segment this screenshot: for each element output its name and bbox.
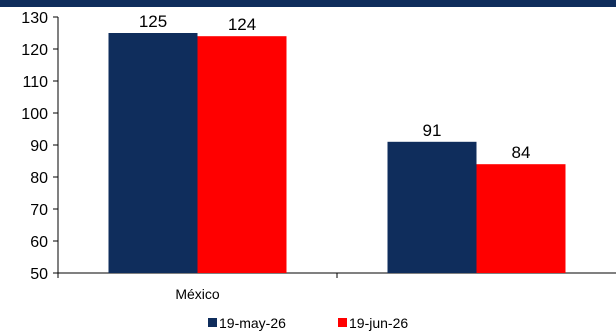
bar-19-jun-26 xyxy=(197,36,287,274)
bar-value-label: 91 xyxy=(423,121,442,140)
y-axis: 50 60 70 80 90 100 110 120 130 xyxy=(21,10,59,283)
x-category-label: México xyxy=(175,286,220,302)
y-tick-label: 50 xyxy=(30,266,48,283)
legend-label: 19-may-26 xyxy=(219,315,286,331)
legend-swatch xyxy=(338,318,347,327)
top-band xyxy=(0,0,616,7)
legend-swatch xyxy=(208,318,217,327)
bar-value-label: 124 xyxy=(228,15,256,34)
bar-value-label: 125 xyxy=(139,12,167,31)
x-axis: México xyxy=(57,272,616,302)
y-tick-label: 80 xyxy=(30,170,48,187)
y-tick-label: 130 xyxy=(21,10,48,27)
legend: 19-may-26 19-jun-26 xyxy=(208,315,408,331)
bars: 125 124 91 84 xyxy=(108,12,566,274)
bar-19-jun-26 xyxy=(476,164,566,273)
y-tick-label: 110 xyxy=(22,74,48,91)
y-tick-label: 70 xyxy=(30,202,48,219)
bar-19-may-26 xyxy=(108,33,198,273)
y-tick-label: 120 xyxy=(21,42,48,59)
bar-19-may-26 xyxy=(387,141,477,273)
y-tick-label: 90 xyxy=(30,138,48,155)
y-tick-label: 60 xyxy=(30,234,48,251)
bar-value-label: 84 xyxy=(512,143,531,162)
y-tick-label: 100 xyxy=(21,106,48,123)
legend-label: 19-jun-26 xyxy=(349,315,408,331)
